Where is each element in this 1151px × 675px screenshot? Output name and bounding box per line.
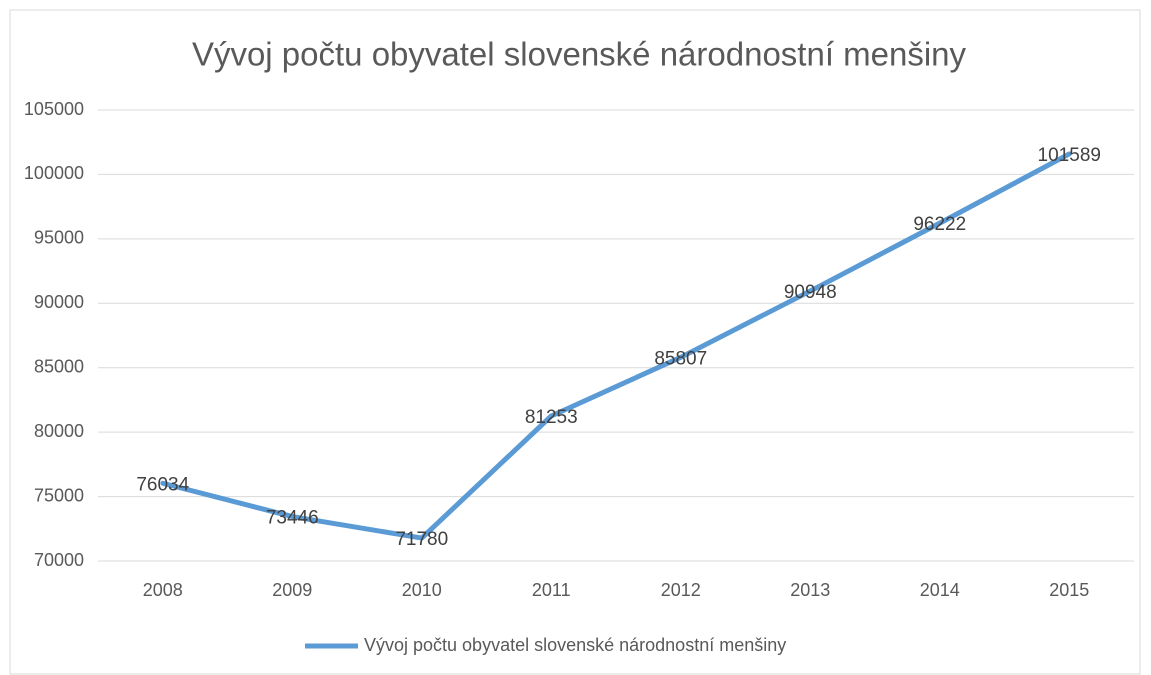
x-tick-label: 2008 — [143, 580, 183, 600]
x-tick-label: 2011 — [532, 580, 571, 600]
x-tick-label: 2014 — [920, 580, 960, 600]
data-label: 73446 — [266, 508, 319, 529]
chart-border — [9, 9, 1141, 675]
y-tick-label: 70000 — [34, 550, 84, 570]
data-label: 71780 — [395, 529, 448, 550]
y-tick-label: 95000 — [34, 228, 84, 248]
x-tick-label: 2010 — [402, 580, 442, 600]
y-tick-label: 100000 — [24, 163, 84, 183]
y-tick-label: 90000 — [34, 292, 84, 312]
data-label: 90948 — [784, 282, 837, 303]
data-label: 81253 — [525, 407, 578, 428]
data-label: 96222 — [913, 214, 966, 235]
x-tick-label: 2013 — [790, 580, 830, 600]
data-label: 85807 — [654, 348, 707, 369]
data-label: 101589 — [1038, 145, 1101, 166]
data-label: 76034 — [136, 474, 189, 495]
x-tick-label: 2015 — [1049, 580, 1089, 600]
line — [160, 151, 1072, 541]
legend-label: Vývoj počtu obyvatel slovenské národnost… — [364, 635, 786, 655]
chart-title: Vývoj počtu obyvatel slovenské národnost… — [192, 36, 967, 73]
y-tick-label: 85000 — [34, 356, 84, 376]
x-tick-label: 2012 — [661, 580, 701, 600]
y-tick-label: 80000 — [34, 421, 84, 441]
x-tick-label: 2009 — [272, 580, 312, 600]
y-tick-label: 75000 — [34, 485, 84, 505]
y-tick-label: 105000 — [24, 99, 84, 119]
